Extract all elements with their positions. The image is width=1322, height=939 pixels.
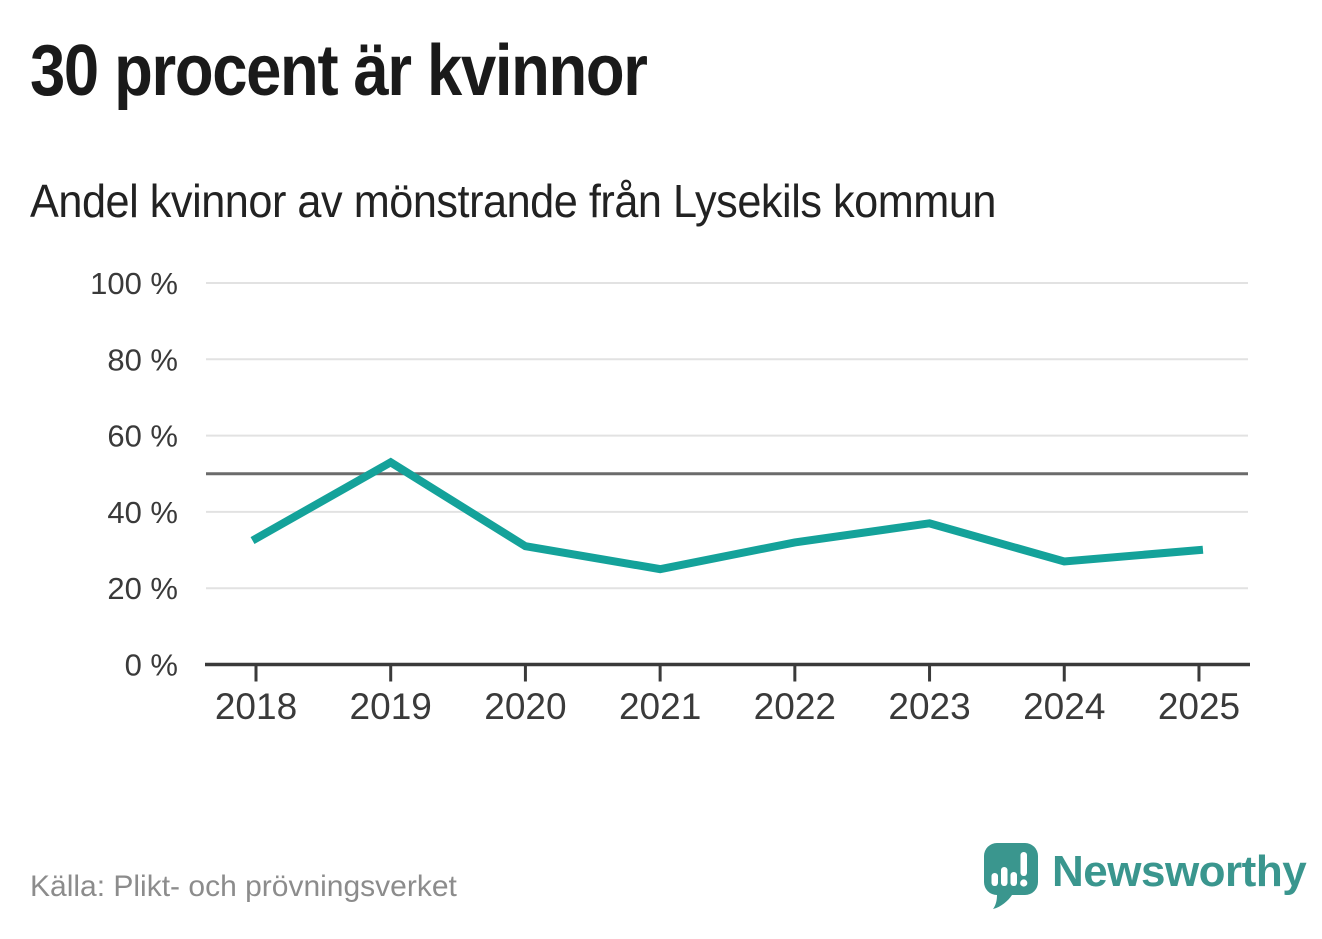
x-tick-label-2024: 2024 <box>1023 686 1105 727</box>
newsworthy-wordmark: Newsworthy <box>1052 847 1307 896</box>
y-tick-label-20: 20 % <box>107 571 178 606</box>
y-tick-label-60: 60 % <box>107 419 178 454</box>
bar-3 <box>1010 872 1017 886</box>
line-chart: 2018 2019 2020 2021 2022 2023 2024 2025 0 % 20 % 4… <box>90 266 1250 727</box>
y-tick-label-0: 0 % <box>125 648 178 683</box>
newsworthy-speech-bubble-bar-chart-icon <box>984 843 1038 909</box>
data-line <box>250 457 1204 574</box>
exclamation-bar <box>1020 852 1027 876</box>
x-tick-label-2018: 2018 <box>215 686 297 727</box>
x-tick-label-2022: 2022 <box>754 686 836 727</box>
x-tick-label-2025: 2025 <box>1158 686 1240 727</box>
x-tick-label-2021: 2021 <box>619 686 701 727</box>
x-tick-label-2023: 2023 <box>888 686 970 727</box>
newsworthy-logo: Newsworthy <box>982 843 1307 911</box>
bar-2 <box>1001 867 1008 886</box>
y-tick-label-80: 80 % <box>107 342 178 377</box>
bar-1 <box>991 873 998 886</box>
y-tick-label-100: 100 % <box>90 266 178 301</box>
x-tick-label-2019: 2019 <box>350 686 432 727</box>
y-tick-label-40: 40 % <box>107 495 178 530</box>
x-tick-label-2020: 2020 <box>484 686 566 727</box>
exclamation-dot <box>1020 879 1028 887</box>
source-note: Källa: Plikt- och prövningsverket <box>30 870 457 903</box>
chart-subtitle: Andel kvinnor av mönstrande från Lysekil… <box>30 175 997 227</box>
chart-title: 30 procent är kvinnor <box>30 31 648 111</box>
